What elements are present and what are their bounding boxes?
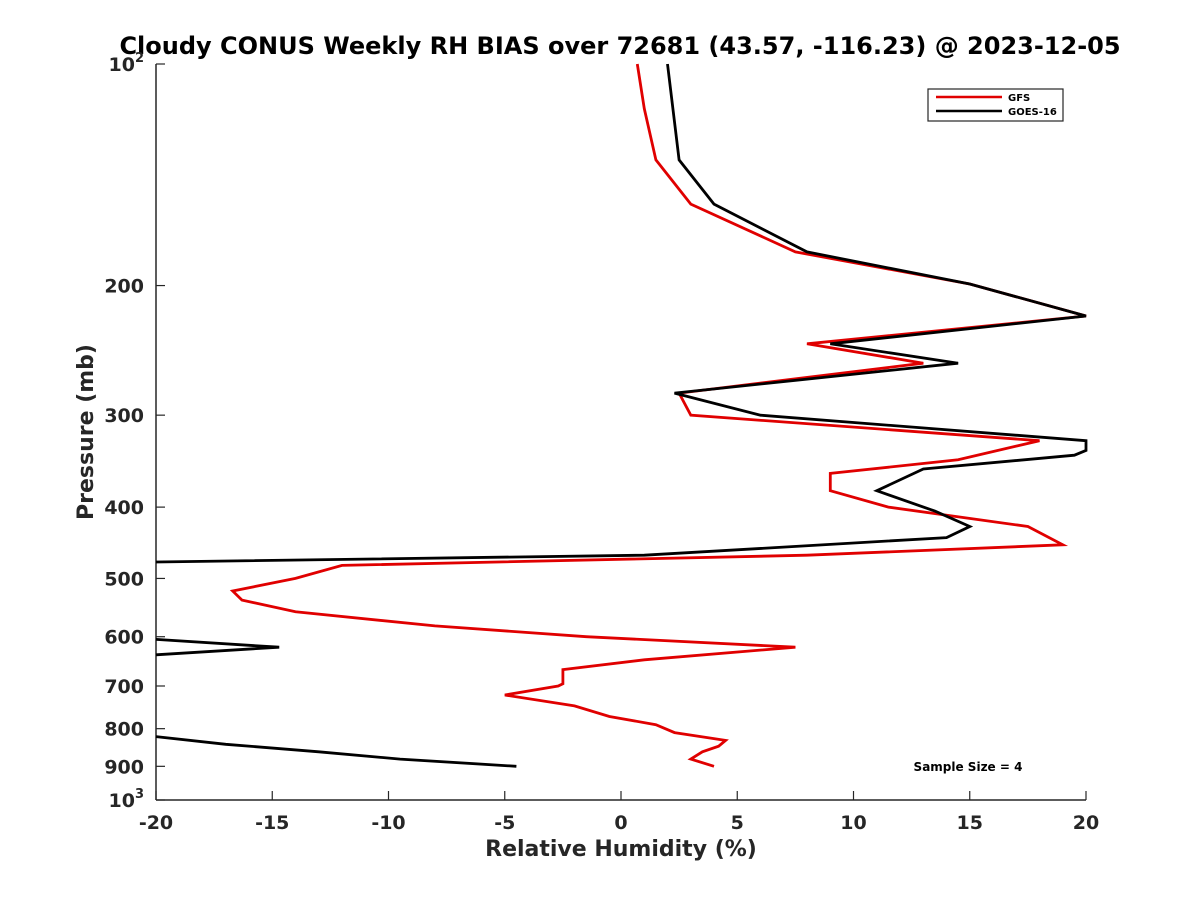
series-line-goes16-1 [155,63,1088,564]
sample-size-annotation: Sample Size = 4 [914,760,1023,774]
x-tick-label: -20 [139,812,173,834]
y-tick-base: 10 [109,54,135,76]
y-tick-label: 103 [109,787,145,812]
legend-box [927,88,1064,122]
legend: GFS GOES-16 [927,88,1064,122]
x-tick-label: -5 [494,812,515,834]
y-tick-label: 200 [104,276,144,298]
y-axis-label: Pressure (mb) [74,344,99,520]
y-tick-label: 300 [104,405,144,427]
x-tick-label: 15 [957,812,983,834]
x-tick-label: -10 [371,812,405,834]
x-tick-label: 10 [840,812,866,834]
y-tick-label: 600 [104,627,144,649]
x-tick-label: -15 [255,812,289,834]
y-tick-exponent: 2 [135,51,144,66]
legend-label-goes16: GOES-16 [1008,107,1057,118]
y-tick-label: 700 [104,676,144,698]
y-tick-label: 900 [104,756,144,778]
x-tick-label: 5 [731,812,744,834]
y-tick-label: 800 [104,719,144,741]
legend-label-gfs: GFS [1008,93,1030,104]
series-line-goes16-2 [155,638,280,657]
y-tick-label: 400 [104,497,144,519]
series-lines [155,63,1088,768]
y-tick-label: 500 [104,568,144,590]
x-tick-label: 0 [614,812,627,834]
x-axis-ticks: -20 -15 -10 -5 0 5 10 15 20 [139,791,1099,834]
series-line-gfs-0 [229,63,1087,768]
x-axis-label: Relative Humidity (%) [485,837,757,862]
x-tick-label: 20 [1073,812,1099,834]
y-tick-base: 10 [109,790,135,812]
series-line-goes16-3 [155,735,517,768]
y-tick-label: 102 [109,51,145,76]
y-tick-exponent: 3 [135,787,144,802]
chart-title: Cloudy CONUS Weekly RH BIAS over 72681 (… [119,32,1120,60]
